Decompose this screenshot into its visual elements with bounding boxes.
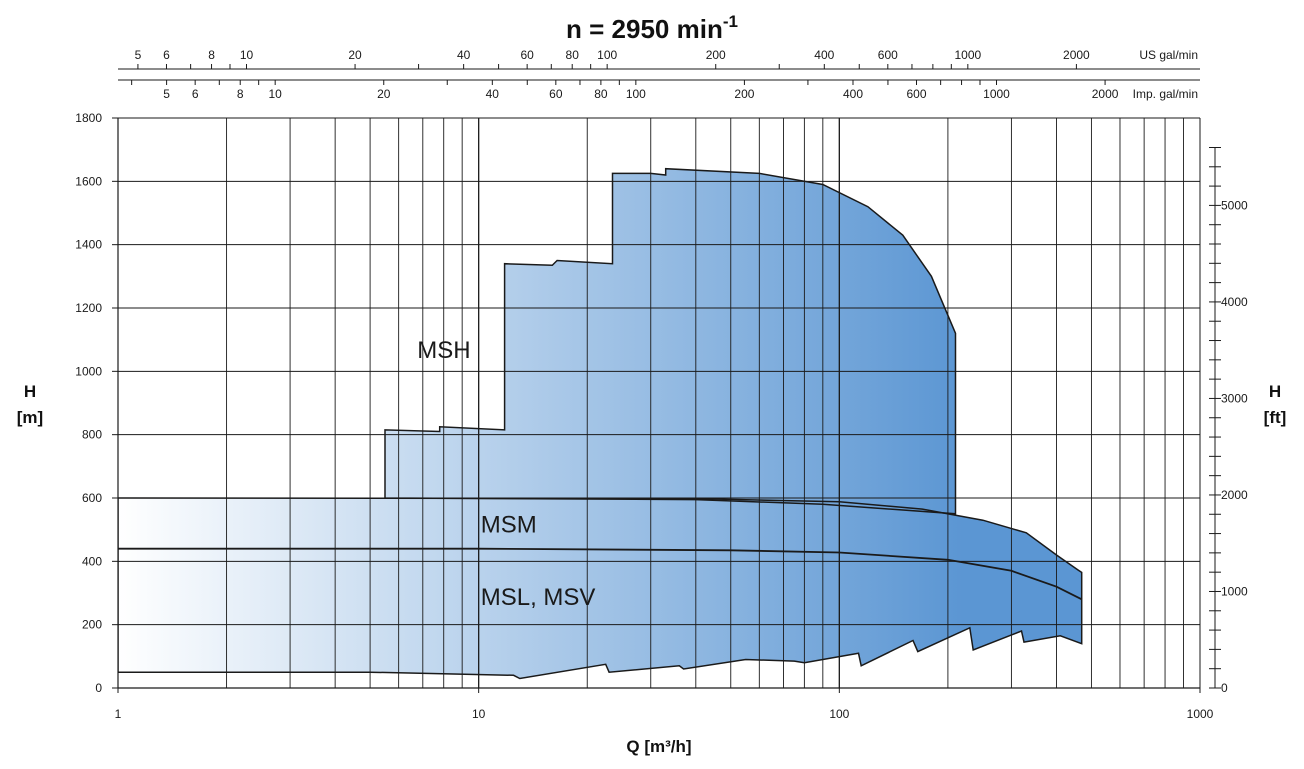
- x-tick-label: 100: [829, 707, 849, 721]
- us-gal-tick-label: 20: [348, 48, 362, 62]
- imp-gal-tick-label: 60: [549, 87, 563, 101]
- x-axis-title: Q [m³/h]: [626, 737, 691, 756]
- imp-gal-tick-label: 8: [237, 87, 244, 101]
- outline-msh: [384, 167, 957, 515]
- region-msh: [385, 168, 956, 514]
- x-tick-label: 1: [115, 707, 122, 721]
- y-axis-unit-left: [m]: [17, 408, 43, 427]
- ft-tick-label: 4000: [1221, 295, 1248, 309]
- chart-title-text: n = 2950 min: [566, 14, 723, 44]
- y-axis-title-left: H: [24, 382, 36, 401]
- imp-gal-tick-label: 80: [594, 87, 608, 101]
- imp-gal-tick-label: 1000: [983, 87, 1010, 101]
- y-tick-label: 1800: [75, 111, 102, 125]
- us-gal-tick-label: 10: [240, 48, 254, 62]
- y-tick-label: 0: [95, 681, 102, 695]
- imp-gal-tick-label: 2000: [1092, 87, 1119, 101]
- us-gal-tick-label: 100: [597, 48, 617, 62]
- y-tick-label: 200: [82, 618, 102, 632]
- y-tick-label: 1600: [75, 174, 102, 188]
- ft-tick-label: 3000: [1221, 391, 1248, 405]
- imp-gal-tick-label: 400: [843, 87, 863, 101]
- imp-gal-tick-label: 6: [192, 87, 199, 101]
- series-label-msh: MSH: [417, 337, 470, 364]
- us-gal-tick-label: 600: [878, 48, 898, 62]
- chart-title-superscript: -1: [723, 12, 738, 31]
- us-gal-tick-label: 200: [706, 48, 726, 62]
- y-tick-label: 1200: [75, 301, 102, 315]
- imp-gal-tick-label: 20: [377, 87, 391, 101]
- chart-title: n = 2950 min-1: [566, 12, 738, 44]
- y-tick-label: 600: [82, 491, 102, 505]
- us-gal-unit-label: US gal/min: [1139, 48, 1198, 62]
- us-gal-tick-label: 8: [208, 48, 215, 62]
- y-tick-label: 1400: [75, 238, 102, 252]
- imp-gal-tick-label: 5: [163, 87, 170, 101]
- y-tick-label: 400: [82, 554, 102, 568]
- ft-tick-label: 1000: [1221, 584, 1248, 598]
- us-gal-tick-label: 60: [520, 48, 534, 62]
- imp-gal-unit-label: Imp. gal/min: [1133, 87, 1198, 101]
- ft-tick-label: 5000: [1221, 198, 1248, 212]
- us-gal-tick-label: 80: [566, 48, 580, 62]
- y-axis-title-right: H: [1269, 382, 1281, 401]
- imp-gal-tick-label: 200: [734, 87, 754, 101]
- us-gal-tick-label: 2000: [1063, 48, 1090, 62]
- us-gal-tick-label: 6: [163, 48, 170, 62]
- outline-msm: [118, 497, 1083, 680]
- y-tick-label: 800: [82, 428, 102, 442]
- imp-gal-tick-label: 10: [268, 87, 282, 101]
- ft-tick-label: 0: [1221, 681, 1228, 695]
- y-axis-unit-right: [ft]: [1264, 408, 1287, 427]
- region-msm: [118, 498, 1082, 679]
- x-tick-label: 10: [472, 707, 486, 721]
- us-gal-tick-label: 40: [457, 48, 471, 62]
- outline-msl-msv: [118, 547, 1083, 601]
- us-gal-tick-label: 5: [135, 48, 142, 62]
- series-label-msm: MSM: [481, 511, 537, 538]
- imp-gal-tick-label: 40: [486, 87, 500, 101]
- imp-gal-tick-label: 100: [626, 87, 646, 101]
- us-gal-tick-label: 1000: [954, 48, 981, 62]
- us-gal-tick-label: 400: [814, 48, 834, 62]
- series-label-msl-msv: MSL, MSV: [481, 584, 596, 611]
- imp-gal-tick-label: 600: [906, 87, 926, 101]
- y-tick-label: 1000: [75, 364, 102, 378]
- x-tick-label: 1000: [1187, 707, 1214, 721]
- ft-tick-label: 2000: [1221, 488, 1248, 502]
